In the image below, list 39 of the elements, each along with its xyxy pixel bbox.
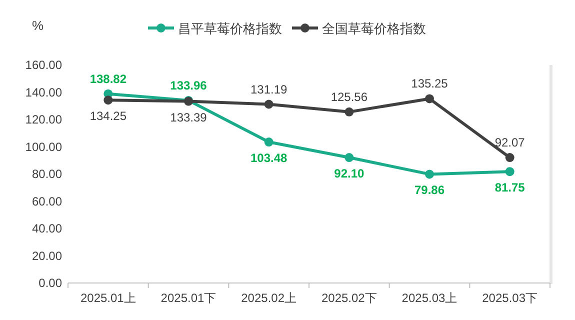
y-tick-label: 60.00 [32,194,62,208]
legend-label: 全国草莓价格指数 [322,21,426,36]
y-tick-label: 80.00 [32,167,62,181]
x-tick-label: 2025.01上 [80,291,136,305]
legend-label: 昌平草莓价格指数 [178,21,282,36]
point [104,96,113,105]
data-label: 125.56 [330,90,368,104]
x-tick-label: 2025.03下 [482,291,538,305]
data-label: 79.86 [414,183,445,198]
data-label: 92.07 [494,136,526,150]
data-label: 131.19 [250,82,288,96]
data-label: 103.48 [250,151,288,166]
y-tick-label: 120.00 [25,112,62,126]
data-label: 135.25 [411,76,448,91]
point [425,94,434,104]
data-label: 138.82 [90,72,127,86]
y-tick-label: 40.00 [32,222,62,236]
point [344,153,354,162]
data-label: 133.39 [170,110,208,124]
data-label: 92.10 [334,166,365,181]
point [425,170,434,179]
x-tick-label: 2025.01下 [160,291,216,305]
y-tick-label: 20.00 [32,248,62,263]
data-label: 134.25 [90,109,127,124]
y-tick-label: 160.00 [25,58,62,72]
y-axis-title: % [32,18,44,33]
y-tick-label: 140.00 [25,85,62,100]
x-tick-label: 2025.03上 [402,291,458,305]
y-tick-label: 0.00 [38,276,62,290]
data-label: 133.96 [170,78,208,92]
point [264,138,274,147]
point [505,153,514,162]
data-label: 81.75 [494,180,526,195]
point [505,167,514,176]
x-tick-label: 2025.02下 [321,291,377,305]
point [264,100,274,109]
x-tick-label: 2025.02上 [241,291,297,305]
point [344,107,354,116]
y-tick-label: 100.00 [25,140,62,154]
